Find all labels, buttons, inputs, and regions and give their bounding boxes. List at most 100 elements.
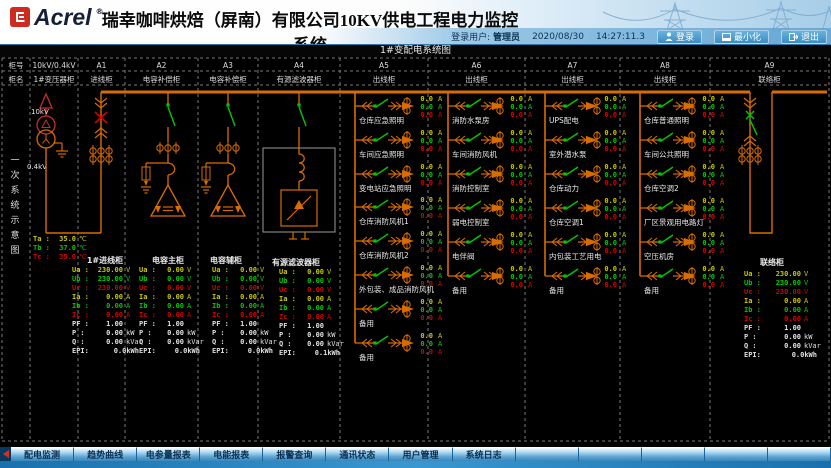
feeder-switch-blade[interactable] xyxy=(375,267,389,277)
feeder-switch-blade[interactable] xyxy=(565,268,579,278)
feeder-switch-blade[interactable] xyxy=(468,268,482,278)
feeder-switch-blade[interactable] xyxy=(660,200,674,210)
feeder-switch-blade[interactable] xyxy=(660,166,674,176)
feeder-current-value: 0.0 xyxy=(510,273,523,281)
feeder-switch[interactable] xyxy=(373,239,377,243)
feeder-current-value: 0.0 xyxy=(604,197,617,205)
feeder-switch[interactable] xyxy=(563,240,567,244)
feeder-switch[interactable] xyxy=(373,138,377,142)
feeder-switch[interactable] xyxy=(658,138,662,142)
feeder-A6-4: 0.0 A 0.0 A 0.0 A 弱电控制室 xyxy=(448,197,533,227)
feeder-current-value: 0.0 xyxy=(604,179,617,187)
column-name-4: 有源滤波器柜 xyxy=(277,74,322,84)
feeder-switch[interactable] xyxy=(658,172,662,176)
feeder-switch-blade[interactable] xyxy=(660,132,674,142)
nav-tab-1[interactable]: 趋势曲线 xyxy=(74,447,138,461)
feeder-switch[interactable] xyxy=(658,206,662,210)
feeder-current-value: 0.0 xyxy=(702,145,715,153)
column-name-7: 出线柜 xyxy=(561,74,584,84)
feeder-switch-blade[interactable] xyxy=(468,200,482,210)
filter-switch[interactable] xyxy=(297,103,301,107)
feeder-switch-blade[interactable] xyxy=(565,200,579,210)
feeder-switch-blade[interactable] xyxy=(468,234,482,244)
feeder-switch[interactable] xyxy=(373,273,377,277)
feeder-switch-blade[interactable] xyxy=(375,98,389,108)
nav-tab-empty-1[interactable] xyxy=(578,447,642,461)
nav-tab-7[interactable]: 系统日志 xyxy=(452,447,516,461)
nav-corner-icon[interactable] xyxy=(0,447,11,461)
feeder-switch-blade[interactable] xyxy=(375,335,389,345)
feeder-switch[interactable] xyxy=(466,138,470,142)
feeder-switch-blade[interactable] xyxy=(565,132,579,142)
feeder-switch-blade[interactable] xyxy=(468,98,482,108)
capacitor-switch[interactable] xyxy=(166,103,170,107)
feeder-switch-blade[interactable] xyxy=(375,233,389,243)
sidebar-vertical-title-char: 系 xyxy=(10,185,19,196)
capacitor-switch-blade[interactable] xyxy=(227,106,236,127)
feeder-switch[interactable] xyxy=(658,104,662,108)
feeder-switch[interactable] xyxy=(563,206,567,210)
feeder-switch[interactable] xyxy=(373,172,377,176)
feeder-switch-blade[interactable] xyxy=(375,166,389,176)
feeder-switch-blade[interactable] xyxy=(565,234,579,244)
nav-tab-2[interactable]: 电参量报表 xyxy=(137,447,201,461)
feeder-switch-blade[interactable] xyxy=(660,234,674,244)
panel-row-label: Ua : xyxy=(279,268,296,276)
feeder-switch-blade[interactable] xyxy=(660,268,674,278)
filter-switch-blade[interactable] xyxy=(298,106,307,127)
feeder-switch-blade[interactable] xyxy=(375,301,389,311)
feeder-switch-blade[interactable] xyxy=(565,98,579,108)
feeder-switch[interactable] xyxy=(658,240,662,244)
feeder-A7-6: 0.0 A 0.0 A 0.0 A 备用 xyxy=(545,265,627,295)
feeder-switch[interactable] xyxy=(563,104,567,108)
nav-tab-4[interactable]: 报警查询 xyxy=(263,447,327,461)
incoming-breaker-A1[interactable] xyxy=(89,92,113,233)
feeder-switch-blade[interactable] xyxy=(468,166,482,176)
feeder-switch[interactable] xyxy=(563,138,567,142)
feeder-switch[interactable] xyxy=(658,274,662,278)
feeder-switch-blade[interactable] xyxy=(375,132,389,142)
panel-title: 电容辅柜 xyxy=(210,255,242,265)
capacitor-switch-blade[interactable] xyxy=(167,106,176,127)
feeder-switch[interactable] xyxy=(466,206,470,210)
panel-row-unit: V xyxy=(260,275,265,283)
feeder-current-value: 0.0 xyxy=(510,197,523,205)
nav-tab-0[interactable]: 配电监测 xyxy=(11,447,75,461)
nav-tab-3[interactable]: 电能报表 xyxy=(200,447,264,461)
nav-tab-empty-2[interactable] xyxy=(641,447,705,461)
nav-tab-empty-3[interactable] xyxy=(704,447,768,461)
panel-row-unit: kVar xyxy=(187,338,204,346)
feeder-switch[interactable] xyxy=(373,307,377,311)
temp-unit: ℃ xyxy=(79,235,87,243)
feeder-switch[interactable] xyxy=(563,274,567,278)
feeder-switch-blade[interactable] xyxy=(660,98,674,108)
feeder-current-value: 0.0 xyxy=(510,205,523,213)
feeder-switch-blade[interactable] xyxy=(565,166,579,176)
feeder-current-unit: A xyxy=(528,281,533,289)
feeder-switch[interactable] xyxy=(373,341,377,345)
panel-row-value: 0.00 xyxy=(307,268,324,276)
feeder-switch[interactable] xyxy=(466,172,470,176)
nav-tab-empty-0[interactable] xyxy=(515,447,579,461)
nav-tab-5[interactable]: 通讯状态 xyxy=(326,447,390,461)
feeder-switch[interactable] xyxy=(466,240,470,244)
feeder-switch-blade[interactable] xyxy=(375,199,389,209)
feeder-switch[interactable] xyxy=(373,104,377,108)
login-button[interactable]: 登录 xyxy=(656,29,702,44)
feeder-switch[interactable] xyxy=(563,172,567,176)
feeder-current-value: 0.0 xyxy=(420,230,433,238)
minimize-button[interactable]: 最小化 xyxy=(713,29,769,44)
exit-button[interactable]: 退出 xyxy=(780,29,827,44)
hv-label: 10kV xyxy=(31,108,49,116)
feeder-switch-blade[interactable] xyxy=(468,132,482,142)
feeder-current-unit: A xyxy=(622,171,627,179)
tie-breaker-A9[interactable] xyxy=(738,92,773,234)
feeder-switch[interactable] xyxy=(466,104,470,108)
nav-tab-empty-4[interactable] xyxy=(767,447,831,461)
nav-tab-6[interactable]: 用户管理 xyxy=(389,447,453,461)
feeder-switch[interactable] xyxy=(373,205,377,209)
capacitor-switch[interactable] xyxy=(226,103,230,107)
feeder-switch[interactable] xyxy=(466,274,470,278)
column-name-0: 1#变压器柜 xyxy=(33,74,75,84)
feeder-current-unit: A xyxy=(528,205,533,213)
